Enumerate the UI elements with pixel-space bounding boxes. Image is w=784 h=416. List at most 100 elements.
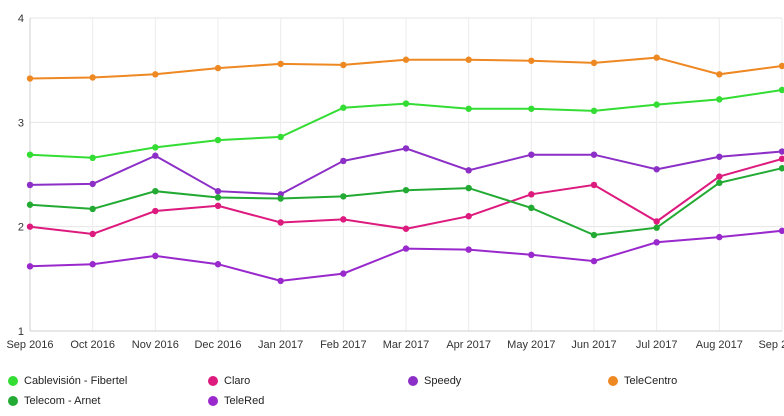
data-point[interactable] — [465, 56, 472, 63]
data-point[interactable] — [778, 62, 784, 70]
data-point[interactable] — [340, 270, 347, 277]
data-point[interactable] — [277, 219, 284, 226]
data-point[interactable] — [653, 101, 660, 108]
data-point[interactable] — [590, 107, 598, 115]
data-point[interactable] — [716, 96, 723, 103]
data-point[interactable] — [89, 261, 96, 268]
data-point[interactable] — [26, 263, 34, 270]
series-0 — [26, 86, 784, 162]
data-point[interactable] — [402, 100, 410, 107]
data-point[interactable] — [402, 245, 410, 252]
data-point[interactable] — [340, 104, 347, 111]
data-point[interactable] — [152, 187, 159, 195]
data-point[interactable] — [214, 202, 222, 209]
data-point[interactable] — [528, 204, 535, 212]
data-point[interactable] — [277, 277, 284, 285]
data-point[interactable] — [214, 187, 222, 195]
data-point[interactable] — [653, 239, 660, 246]
data-point[interactable] — [402, 56, 410, 63]
legend-item[interactable]: Cablevisión - Fibertel — [8, 372, 127, 390]
data-point[interactable] — [716, 173, 723, 180]
data-point[interactable] — [214, 261, 222, 268]
data-point[interactable] — [716, 233, 723, 241]
data-point[interactable] — [528, 151, 535, 158]
x-tick-label: Aug 2017 — [696, 339, 743, 351]
data-point[interactable] — [340, 61, 347, 69]
data-point[interactable] — [277, 133, 284, 141]
data-point[interactable] — [89, 205, 96, 213]
data-point[interactable] — [653, 54, 660, 61]
data-point[interactable] — [402, 225, 410, 232]
data-point[interactable] — [465, 167, 472, 174]
data-point[interactable] — [465, 184, 472, 192]
data-point[interactable] — [590, 231, 598, 239]
data-point[interactable] — [402, 145, 410, 152]
x-tick-label: Sep 2017 — [758, 339, 784, 351]
data-point[interactable] — [778, 155, 784, 163]
data-point[interactable] — [528, 105, 535, 112]
data-point[interactable] — [89, 74, 96, 81]
data-point[interactable] — [26, 223, 34, 230]
data-point[interactable] — [716, 71, 723, 78]
data-point[interactable] — [716, 179, 723, 187]
legend-item[interactable]: TeleRed — [208, 392, 264, 410]
data-point[interactable] — [778, 148, 784, 155]
legend-swatch — [608, 376, 618, 386]
legend: Cablevisión - Fibertel Claro Speedy TeleCen… — [0, 368, 784, 416]
data-point[interactable] — [528, 191, 535, 198]
data-point[interactable] — [214, 194, 222, 201]
data-point[interactable] — [778, 86, 784, 94]
data-point[interactable] — [152, 71, 159, 78]
data-point[interactable] — [778, 165, 784, 172]
legend-label: TeleRed — [224, 395, 265, 407]
data-point[interactable] — [26, 151, 34, 158]
data-point[interactable] — [152, 207, 159, 215]
data-point[interactable] — [465, 105, 472, 112]
data-point[interactable] — [778, 227, 784, 235]
data-point[interactable] — [340, 193, 347, 200]
data-point[interactable] — [340, 216, 347, 223]
data-point[interactable] — [89, 154, 96, 162]
line-chart: 1 2 3 4 Sep 2016 Oct 2016 Nov 2016 Dec 2016 Jan… — [6, 13, 784, 351]
data-point[interactable] — [152, 152, 159, 159]
grid-lines — [29, 17, 783, 332]
data-point[interactable] — [277, 195, 284, 202]
data-point[interactable] — [340, 157, 347, 165]
legend-item[interactable]: Telecom - Arnet — [8, 392, 100, 410]
legend-item[interactable]: Claro — [208, 372, 250, 390]
data-point[interactable] — [716, 153, 723, 160]
data-point[interactable] — [653, 218, 660, 225]
data-point[interactable] — [26, 75, 34, 82]
data-point[interactable] — [214, 64, 222, 72]
y-tick-label: 2 — [18, 222, 24, 234]
data-point[interactable] — [152, 144, 159, 151]
series-2 — [26, 145, 784, 198]
data-point[interactable] — [653, 224, 660, 231]
data-point[interactable] — [402, 186, 410, 194]
legend-label: Claro — [224, 375, 251, 387]
data-point[interactable] — [528, 251, 535, 259]
data-point[interactable] — [89, 180, 96, 188]
data-point[interactable] — [528, 57, 535, 64]
data-point[interactable] — [465, 246, 472, 253]
data-point[interactable] — [26, 181, 34, 189]
data-point[interactable] — [653, 166, 660, 173]
data-point[interactable] — [214, 136, 222, 144]
x-tick-label: May 2017 — [507, 339, 555, 351]
data-point[interactable] — [89, 230, 96, 238]
legend-swatch — [8, 376, 18, 386]
legend-item[interactable]: TeleCentro — [608, 372, 677, 390]
data-point[interactable] — [277, 60, 284, 68]
series-3 — [26, 54, 784, 82]
data-point[interactable] — [590, 59, 598, 67]
x-tick-label: Dec 2016 — [194, 339, 241, 351]
legend-swatch — [208, 376, 218, 386]
data-point[interactable] — [26, 201, 34, 208]
data-point[interactable] — [465, 213, 472, 220]
data-point[interactable] — [590, 151, 598, 158]
data-point[interactable] — [590, 257, 598, 265]
x-tick-label: Jun 2017 — [571, 339, 616, 351]
data-point[interactable] — [152, 252, 159, 260]
legend-item[interactable]: Speedy — [408, 372, 461, 390]
data-point[interactable] — [590, 181, 598, 189]
